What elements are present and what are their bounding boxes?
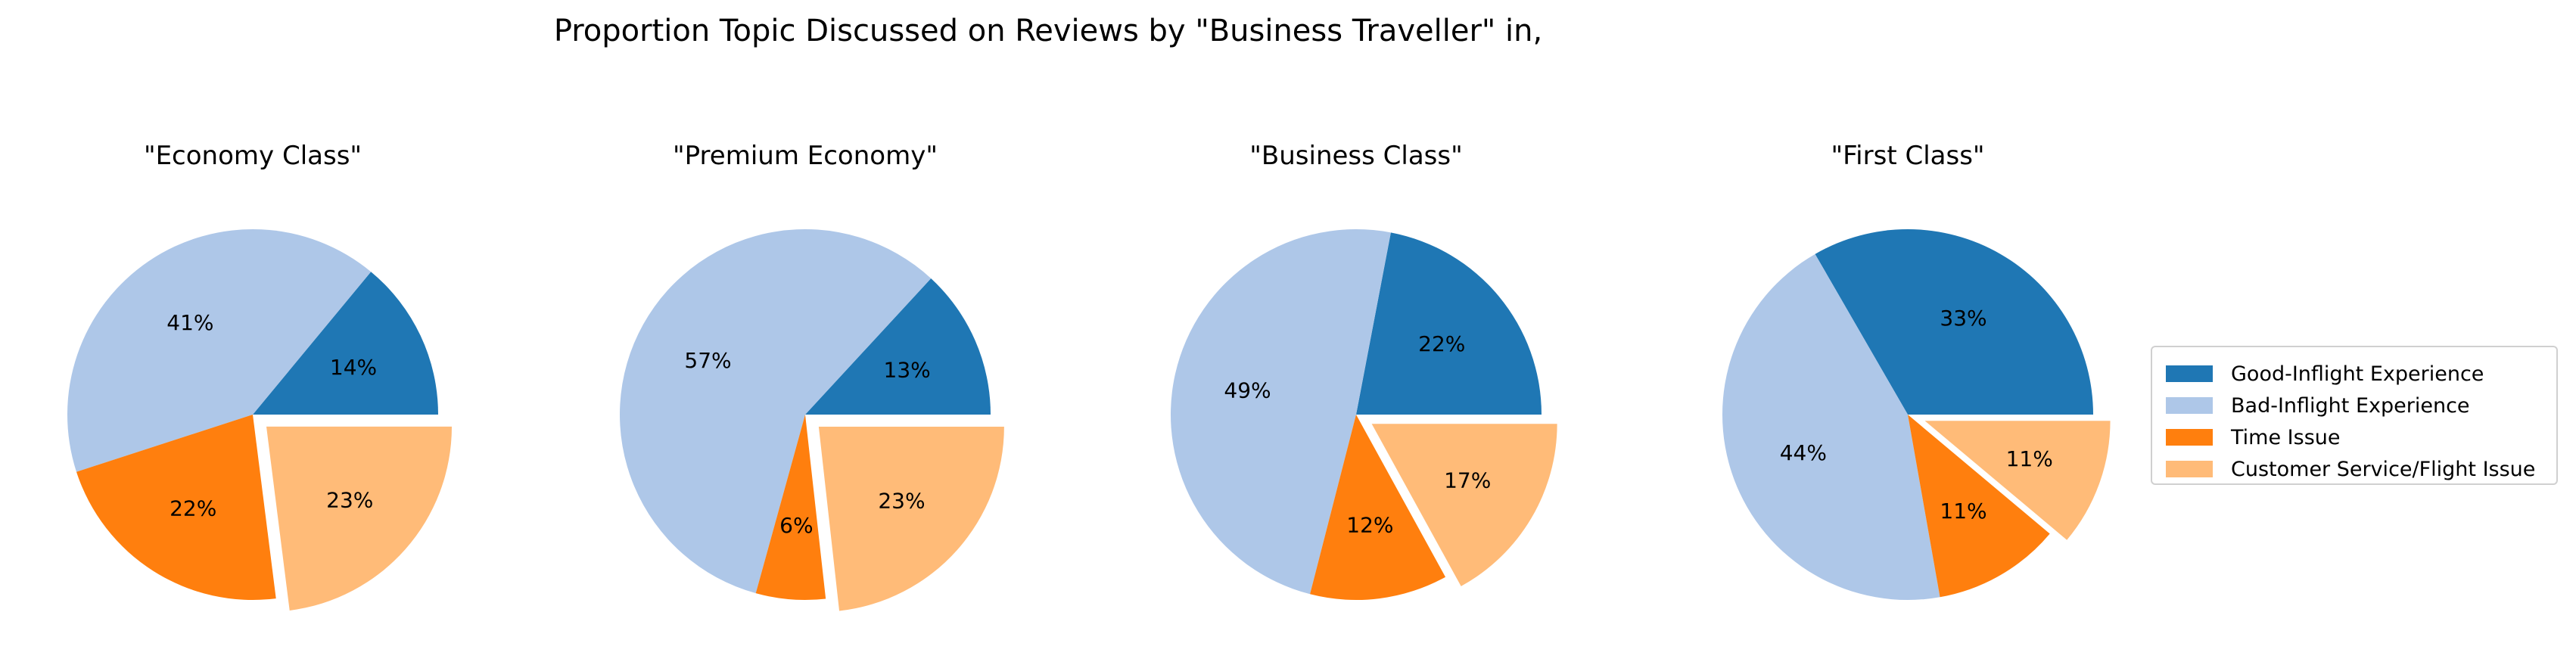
legend-entry: Bad-Inflight Experience bbox=[2166, 390, 2556, 421]
legend-swatch bbox=[2166, 461, 2213, 477]
legend-swatch bbox=[2166, 397, 2213, 414]
pie-title-economy: "Economy Class" bbox=[143, 141, 362, 171]
pie-slice-label: 49% bbox=[1224, 378, 1271, 402]
pie-slice-good-inflight-experience bbox=[253, 272, 438, 415]
pie-slice-bad-inflight-experience bbox=[620, 228, 932, 594]
pie-slice-customer-service-flight-issue bbox=[818, 427, 1004, 611]
pie-slice-label: 44% bbox=[1780, 440, 1827, 465]
pie-slice-customer-service-flight-issue bbox=[266, 426, 453, 611]
pie-slice-label: 11% bbox=[2006, 446, 2053, 471]
pie-slice-good-inflight-experience bbox=[1356, 232, 1542, 415]
pie-slice-bad-inflight-experience bbox=[1722, 253, 1940, 600]
pie-slice-label: 13% bbox=[884, 358, 931, 383]
legend-label: Bad-Inflight Experience bbox=[2231, 393, 2470, 418]
legend-swatch bbox=[2166, 429, 2213, 446]
pie-slice-label: 12% bbox=[1346, 512, 1393, 537]
pie-slice-label: 17% bbox=[1444, 468, 1491, 493]
pie-slice-label: 22% bbox=[1418, 331, 1465, 356]
legend-entry: Customer Service/Flight Issue bbox=[2166, 453, 2556, 485]
pie-slice-customer-service-flight-issue bbox=[1371, 424, 1557, 586]
pie-slice-label: 33% bbox=[1940, 306, 1986, 331]
pie-slice-label: 57% bbox=[684, 348, 731, 373]
legend-swatch bbox=[2166, 365, 2213, 382]
pie-slice-good-inflight-experience bbox=[805, 278, 991, 415]
pie-slice-bad-inflight-experience bbox=[67, 229, 372, 472]
legend-label: Good-Inflight Experience bbox=[2231, 362, 2484, 386]
pie-title-first: "First Class" bbox=[1831, 141, 1985, 171]
pie-slice-time-issue bbox=[755, 415, 826, 600]
legend-label: Customer Service/Flight Issue bbox=[2231, 457, 2536, 481]
legend: Good-Inflight Experience Bad-Inflight Ex… bbox=[2151, 346, 2558, 485]
pie-slice-bad-inflight-experience bbox=[1171, 229, 1391, 595]
pie-slice-label: 14% bbox=[330, 355, 377, 380]
pie-slice-customer-service-flight-issue bbox=[1924, 421, 2111, 540]
pie-slice-label: 41% bbox=[166, 310, 213, 335]
pie-slice-label: 22% bbox=[170, 496, 216, 521]
legend-label: Time Issue bbox=[2231, 425, 2341, 449]
pie-slice-time-issue bbox=[1908, 415, 2050, 598]
legend-entry: Good-Inflight Experience bbox=[2166, 358, 2556, 390]
pie-slice-time-issue bbox=[76, 415, 276, 600]
pie-slice-label: 23% bbox=[326, 488, 373, 513]
pie-title-premium-economy: "Premium Economy" bbox=[673, 141, 938, 171]
chart-title: Proportion Topic Discussed on Reviews by… bbox=[553, 14, 1543, 48]
pie-title-business: "Business Class" bbox=[1249, 141, 1463, 171]
pie-slice-time-issue bbox=[1310, 415, 1446, 600]
legend-entry: Time Issue bbox=[2166, 421, 2556, 453]
pie-slice-label: 6% bbox=[779, 513, 813, 538]
pie-slice-good-inflight-experience bbox=[1815, 228, 2093, 415]
pie-slice-label: 23% bbox=[878, 489, 925, 514]
pie-slice-label: 11% bbox=[1940, 499, 1986, 524]
